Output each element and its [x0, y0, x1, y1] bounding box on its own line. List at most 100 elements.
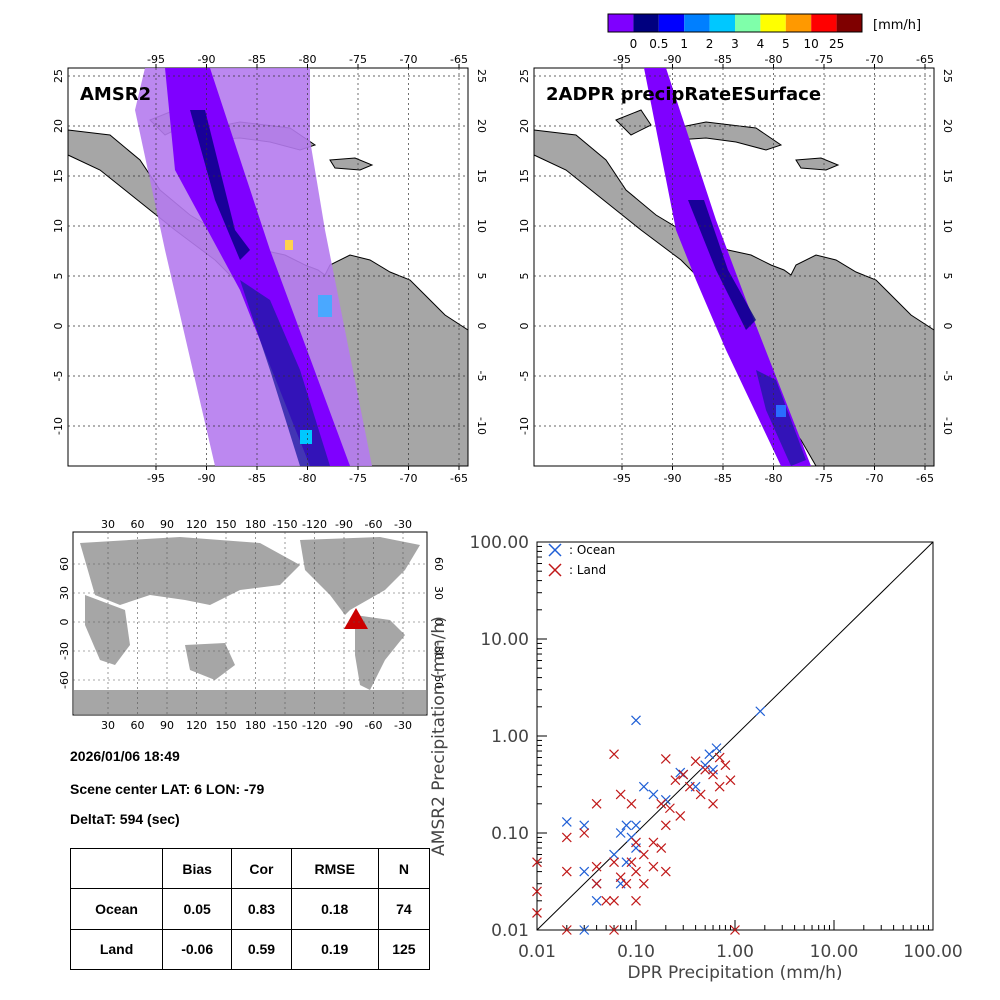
scatter-point-land — [648, 861, 659, 872]
lon-tick-bottom: -80 — [299, 472, 317, 485]
scene-center-marker — [344, 608, 368, 629]
scatter-point-ocean — [631, 715, 641, 726]
map-ticks: -95 -95 -90 -90 -85 -85 -80 -80 -75 -75 -70 -70 -65 -… — [52, 53, 488, 485]
globe-lon-tick-top: 120 — [186, 518, 207, 531]
lat-tick-right: 15 — [941, 169, 954, 183]
scatter-point-land — [708, 769, 718, 780]
globe-lat-tick-right: 30 — [432, 586, 445, 600]
globe-lon-tick-bottom: 60 — [131, 719, 145, 732]
stats-n: 125 — [377, 928, 431, 971]
stats-row-land: Land -0.06 0.59 0.19 125 — [69, 928, 431, 971]
x-axis-label: DPR Precipitation (mm/h) — [627, 963, 842, 983]
scatter-point-land — [561, 832, 572, 843]
y-tick-label: 10.00 — [480, 630, 529, 650]
scene-datetime: 2026/01/06 18:49 — [70, 748, 180, 764]
lon-tick-bottom: -75 — [349, 472, 367, 485]
y-tick-label: 0.01 — [491, 921, 529, 941]
stats-header-rmse: RMSE — [290, 847, 379, 890]
scatter-point-land — [591, 798, 602, 809]
globe-lon-tick-top: 180 — [245, 518, 266, 531]
scatter-point-land — [695, 789, 706, 800]
lat-tick-right: 0 — [475, 323, 488, 330]
scatter-point-ocean — [704, 749, 715, 760]
scatter-points — [532, 706, 766, 935]
colorbar-swatch — [709, 14, 735, 32]
globe-lon-tick-top: -90 — [335, 518, 353, 531]
precip-swath — [135, 68, 372, 466]
lon-tick-top: -70 — [866, 53, 884, 66]
globe-lon-tick-bottom: 180 — [245, 719, 266, 732]
scatter-point-land — [656, 798, 667, 809]
globe-lon-tick-bottom: 30 — [101, 719, 115, 732]
scatter-point-ocean — [755, 706, 766, 717]
scatter-point-land — [561, 866, 572, 877]
lat-tick-right: 20 — [475, 119, 488, 133]
legend-label: : Land — [569, 563, 606, 577]
stats-row-label: Ocean — [69, 888, 164, 930]
scatter-point-land — [631, 837, 641, 848]
globe-lat-tick-right: -60 — [432, 671, 445, 689]
colorbar-label: 0.5 — [649, 37, 668, 51]
colorbar-label: 4 — [757, 37, 765, 51]
lat-tick-right: 15 — [475, 169, 488, 183]
globe-lon-tick-top: -60 — [365, 518, 383, 531]
lat-tick-left: 10 — [518, 219, 531, 233]
colorbar-swatch — [658, 14, 685, 32]
stats-header-cor: Cor — [231, 847, 292, 890]
globe-lon-tick-bottom: -30 — [394, 719, 412, 732]
stats-header-bias: Bias — [162, 847, 233, 890]
lat-tick-right: 20 — [941, 119, 954, 133]
globe-lat-tick-left: -60 — [58, 671, 71, 689]
stats-cor: 0.83 — [231, 888, 292, 930]
scatter-point-ocean — [579, 925, 590, 935]
scatter-point-land — [638, 878, 649, 889]
lat-tick-right: -5 — [941, 371, 954, 382]
globe-lon-tick-bottom: 120 — [186, 719, 207, 732]
lat-tick-left: 20 — [518, 119, 531, 133]
scatter-point-ocean — [648, 789, 659, 800]
x-tick-label: 100.00 — [903, 942, 962, 962]
lon-tick-bottom: -85 — [248, 472, 266, 485]
scatter-point-land — [638, 849, 649, 860]
lon-tick-bottom: -65 — [916, 472, 934, 485]
scatter-point-land — [690, 756, 701, 767]
legend-marker — [548, 563, 562, 577]
map-grid — [68, 68, 468, 466]
scatter-point-land — [631, 895, 641, 906]
colorbar-swatch — [608, 14, 634, 32]
legend-label: : Ocean — [569, 543, 615, 557]
globe-lat-tick-left: 60 — [58, 557, 71, 571]
legend-marker — [548, 543, 562, 557]
scatter-point-ocean — [561, 817, 572, 827]
scatter-point-land — [714, 752, 725, 763]
colorbar-label: 10 — [804, 37, 819, 51]
stats-n: 74 — [377, 888, 431, 930]
lat-tick-right: 5 — [475, 273, 488, 280]
stats-table: Bias Cor RMSE N Ocean 0.05 0.83 0.18 74 … — [69, 847, 431, 971]
globe-lon-tick-top: -150 — [273, 518, 298, 531]
scatter-point-ocean — [621, 857, 632, 868]
stats-rmse: 0.18 — [290, 888, 379, 930]
scene-center-text: Scene center LAT: 6 LON: -79 — [70, 781, 265, 797]
scatter-point-land — [615, 789, 626, 800]
scatter-point-land — [684, 781, 695, 792]
scatter-point-land — [670, 775, 681, 786]
one-to-one-line — [536, 541, 934, 931]
colorbar-swatches — [607, 13, 863, 33]
lat-tick-right: -10 — [475, 417, 488, 435]
lat-tick-right: -10 — [941, 417, 954, 435]
scatter-point-ocean — [700, 760, 711, 771]
lon-tick-top: -90 — [198, 53, 216, 66]
scatter-point-land — [601, 895, 612, 906]
lon-tick-top: -85 — [248, 53, 266, 66]
scatter-point-ocean — [621, 820, 632, 831]
scatter-legend: : Ocean : Land — [548, 543, 615, 577]
lon-tick-top: -80 — [765, 53, 783, 66]
globe-lon-tick-bottom: -90 — [335, 719, 353, 732]
globe-land — [74, 537, 426, 714]
lat-tick-right: 25 — [475, 69, 488, 83]
scatter-point-land — [660, 866, 671, 877]
lat-tick-left: 0 — [518, 323, 531, 330]
scatter-point-ocean — [631, 820, 641, 831]
lon-tick-bottom: -70 — [400, 472, 418, 485]
